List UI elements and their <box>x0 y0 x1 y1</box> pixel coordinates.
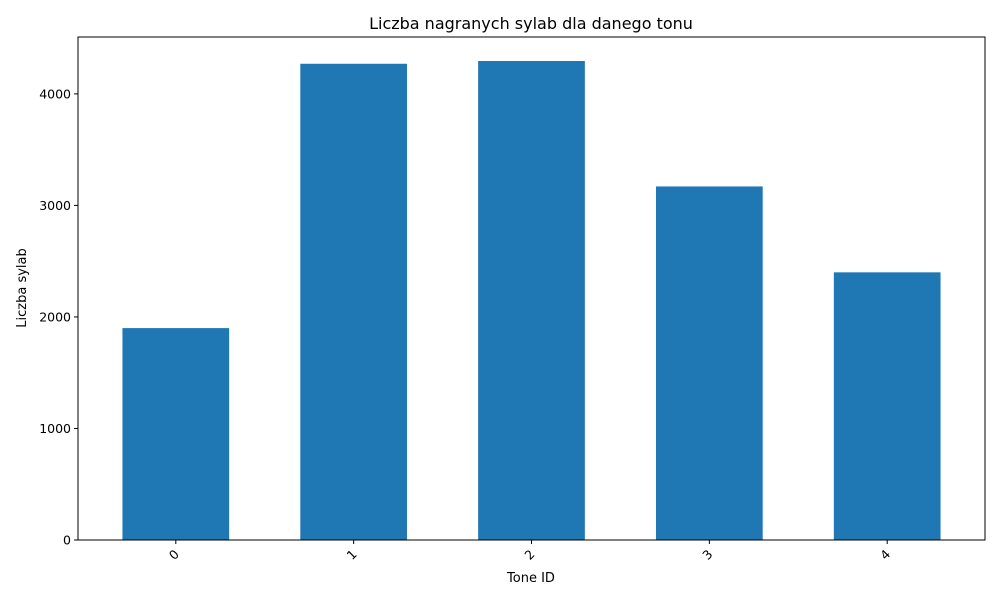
bar-4 <box>833 272 941 540</box>
y-tick-label-2000: 2000 <box>39 309 71 324</box>
x-tick-label-3: 3 <box>699 547 715 563</box>
y-tick-label-0: 0 <box>63 533 71 548</box>
x-axis-label: Tone ID <box>506 571 555 586</box>
y-tick-label-1000: 1000 <box>39 421 71 436</box>
chart-title: Liczba nagranych sylab dla danego tonu <box>369 14 693 33</box>
bar-0 <box>122 328 230 540</box>
y-tick-label-3000: 3000 <box>39 198 71 213</box>
x-tick-label-1: 1 <box>344 547 360 563</box>
y-axis: 0 1000 2000 3000 4000 <box>39 86 78 548</box>
y-axis-label: Liczba sylab <box>15 248 30 327</box>
x-tick-label-0: 0 <box>166 546 182 562</box>
bar-2 <box>478 60 585 540</box>
bar-3 <box>655 186 763 540</box>
x-tick-label-4: 4 <box>877 546 893 562</box>
y-tick-label-4000: 4000 <box>39 86 71 101</box>
x-tick-label-2: 2 <box>521 547 537 563</box>
bar-1 <box>300 63 408 541</box>
bars-group <box>122 60 941 541</box>
x-axis: 0 1 2 3 4 <box>166 540 893 563</box>
plot-frame <box>77 36 986 541</box>
